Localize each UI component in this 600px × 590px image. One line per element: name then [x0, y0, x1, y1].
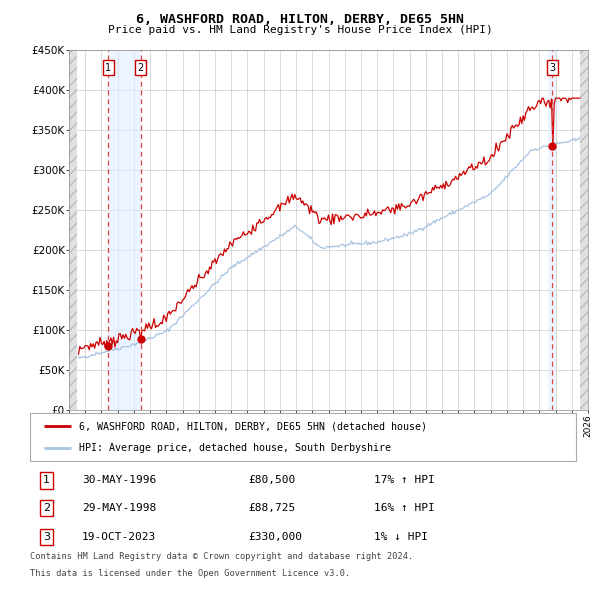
Text: 1: 1: [105, 63, 111, 73]
Bar: [580, 50, 588, 410]
Text: HPI: Average price, detached house, South Derbyshire: HPI: Average price, detached house, Sout…: [79, 443, 391, 453]
Text: 16% ↑ HPI: 16% ↑ HPI: [374, 503, 435, 513]
Text: 6, WASHFORD ROAD, HILTON, DERBY, DE65 5HN: 6, WASHFORD ROAD, HILTON, DERBY, DE65 5H…: [136, 13, 464, 26]
Text: Contains HM Land Registry data © Crown copyright and database right 2024.: Contains HM Land Registry data © Crown c…: [30, 552, 413, 560]
Text: £330,000: £330,000: [248, 532, 302, 542]
Bar: [548, 50, 556, 410]
Text: 19-OCT-2023: 19-OCT-2023: [82, 532, 156, 542]
Text: Price paid vs. HM Land Registry's House Price Index (HPI): Price paid vs. HM Land Registry's House …: [107, 25, 493, 35]
Text: 2: 2: [137, 63, 143, 73]
Text: £88,725: £88,725: [248, 503, 296, 513]
Text: 1% ↓ HPI: 1% ↓ HPI: [374, 532, 428, 542]
Text: 29-MAY-1998: 29-MAY-1998: [82, 503, 156, 513]
Text: 6, WASHFORD ROAD, HILTON, DERBY, DE65 5HN (detached house): 6, WASHFORD ROAD, HILTON, DERBY, DE65 5H…: [79, 421, 427, 431]
Text: £80,500: £80,500: [248, 476, 296, 486]
Text: This data is licensed under the Open Government Licence v3.0.: This data is licensed under the Open Gov…: [30, 569, 350, 578]
Text: 3: 3: [43, 532, 50, 542]
Text: 3: 3: [549, 63, 556, 73]
Text: 30-MAY-1996: 30-MAY-1996: [82, 476, 156, 486]
Bar: [108, 50, 140, 410]
Text: 1: 1: [43, 476, 50, 486]
Text: 2: 2: [43, 503, 50, 513]
Text: 17% ↑ HPI: 17% ↑ HPI: [374, 476, 435, 486]
Bar: [69, 50, 77, 410]
